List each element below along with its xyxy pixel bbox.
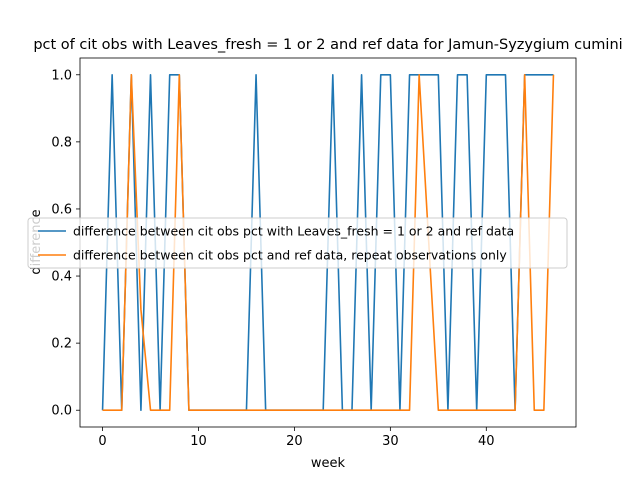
x-tick-label: 10 — [190, 434, 207, 449]
chart-title: pct of cit obs with Leaves_fresh = 1 or … — [33, 37, 622, 53]
legend-label-series-1: difference between cit obs pct with Leav… — [73, 224, 514, 239]
x-tick-label: 20 — [286, 434, 303, 449]
x-tick-label: 40 — [478, 434, 495, 449]
x-tick-label: 0 — [98, 434, 106, 449]
y-axis-ticks: 0.0 0.2 0.4 0.6 0.8 1.0 — [51, 68, 80, 419]
x-axis-ticks: 0 10 20 30 40 — [98, 427, 495, 449]
x-tick-label: 30 — [382, 434, 399, 449]
y-tick-label: 0.4 — [51, 270, 72, 285]
y-tick-label: 0.2 — [51, 337, 72, 352]
y-tick-label: 0.6 — [51, 202, 72, 217]
y-tick-label: 0.0 — [51, 404, 72, 419]
y-tick-label: 0.8 — [51, 135, 72, 150]
legend-label-series-2: difference between cit obs pct and ref d… — [73, 248, 507, 263]
legend-box — [27, 217, 568, 269]
legend: difference between cit obs pct with Leav… — [27, 217, 568, 269]
x-axis-label: week — [311, 456, 346, 471]
y-tick-label: 1.0 — [51, 68, 72, 83]
series-line-2 — [102, 73, 555, 412]
